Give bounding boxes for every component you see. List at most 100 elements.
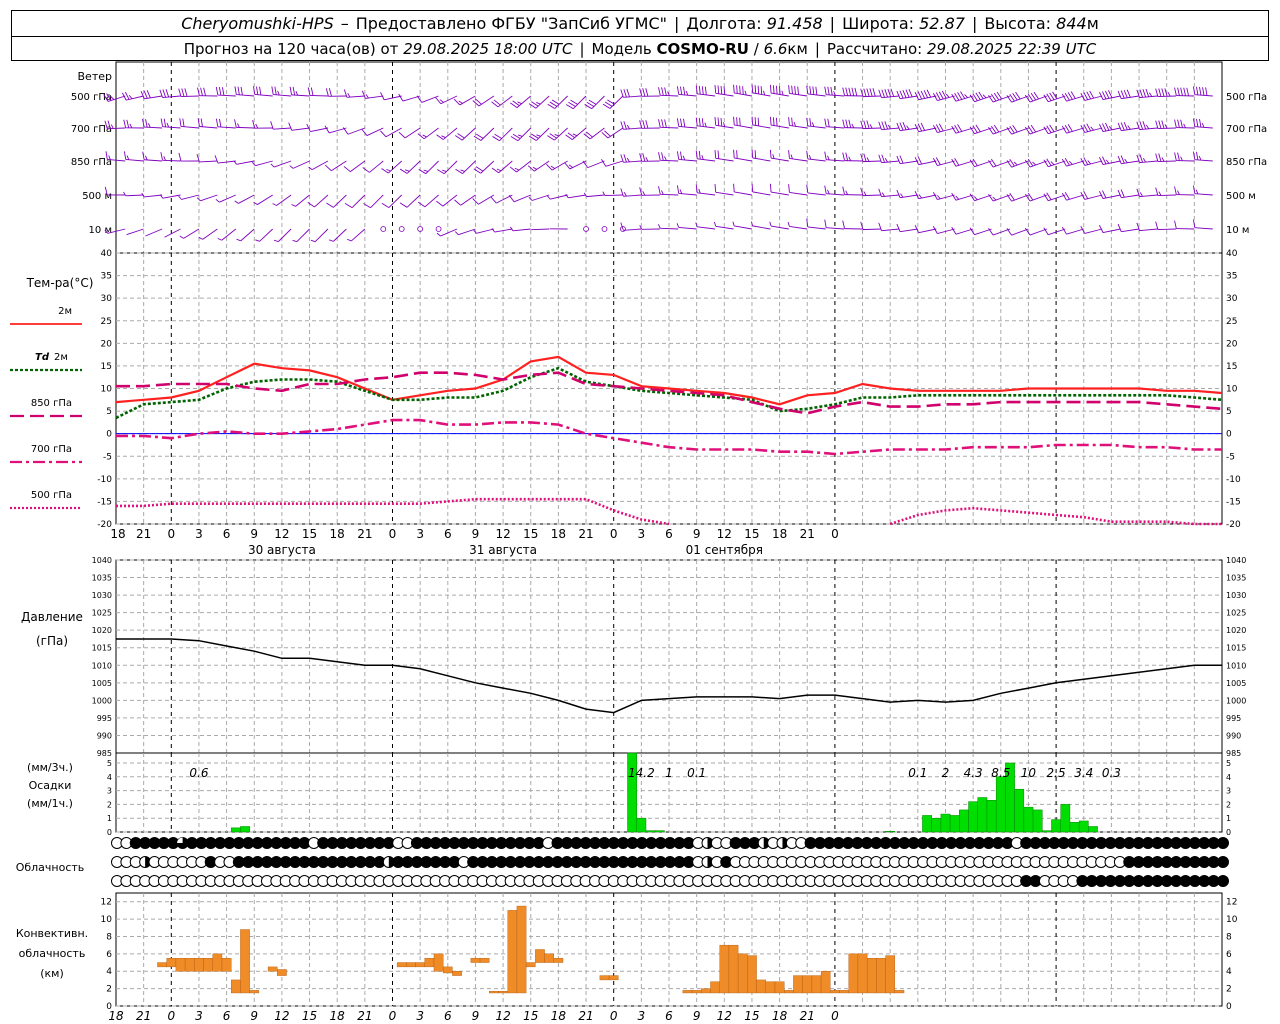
barb-shaft [881, 228, 900, 232]
wind-barb [145, 228, 163, 237]
wind-barb [291, 194, 310, 207]
pressure-ytick-left: 985 [97, 749, 112, 758]
pressure-ytick-right: 1000 [1226, 696, 1246, 705]
barb-flag [917, 91, 923, 100]
wind-barb [399, 194, 421, 208]
barb-flag [1180, 156, 1183, 161]
barb-flag [292, 239, 297, 243]
barb-flag [110, 96, 115, 100]
wind-barb [914, 89, 937, 101]
barb-flag [733, 183, 735, 192]
temp-xtick: 0 [610, 527, 618, 541]
barb-flag [1136, 154, 1140, 163]
barb-flag [881, 154, 885, 163]
wind-barb [1024, 227, 1048, 236]
barb-flag [457, 133, 465, 139]
convective-xtick: 15 [523, 1009, 538, 1023]
barb-flag [436, 232, 441, 237]
barb-flag [1117, 90, 1122, 99]
barb-shaft [770, 191, 789, 196]
wind-barb [1006, 91, 1029, 103]
barb-flag [295, 90, 299, 96]
wind-barb [436, 160, 458, 175]
barb-flag [988, 159, 994, 168]
barb-flag [197, 87, 200, 96]
series-line-t850 [116, 371, 1223, 415]
precip-bar [1069, 822, 1080, 833]
wind-barb [1061, 191, 1084, 201]
barb-flag [806, 218, 809, 228]
convective-ytick-right: 6 [1226, 950, 1232, 960]
barb-shaft [460, 194, 476, 206]
wind-level-label: 500 гПа [1226, 92, 1267, 103]
barb-flag [567, 132, 575, 139]
barb-flag [602, 103, 611, 109]
computed-time: 29.08.2025 22:39 UTC [926, 39, 1097, 58]
barb-flag [750, 221, 754, 227]
barb-flag [324, 125, 330, 134]
wind-barb [1136, 222, 1158, 232]
barb-flag [824, 118, 827, 127]
barb-flag [701, 118, 704, 127]
wind-barb [123, 151, 144, 162]
barb-flag [996, 91, 1003, 100]
barb-flag [237, 123, 240, 128]
barb-flag [416, 95, 423, 103]
wind-barb [361, 127, 384, 136]
barb-shaft [697, 226, 716, 230]
barb-flag [1009, 94, 1015, 102]
wind-barb [510, 226, 531, 232]
barb-flag [308, 166, 313, 170]
barb-flag [1033, 91, 1039, 100]
subtitle-bar: Прогноз на 120 часа(ов) от 29.08.2025 18… [11, 36, 1269, 61]
wind-barb [639, 187, 660, 196]
temp-xtick: 12 [495, 527, 510, 541]
wind-barb [307, 87, 328, 97]
barb-flag [399, 168, 408, 174]
wind-barb [932, 226, 955, 234]
wind-barb [657, 224, 679, 230]
barb-shaft [219, 194, 236, 203]
precip-bar [885, 831, 896, 833]
barb-flag [528, 103, 537, 109]
convective-bar [894, 990, 905, 994]
convective-bar [203, 957, 213, 972]
wind-barb [252, 120, 273, 129]
barb-flag [1174, 220, 1177, 229]
barb-flag [704, 86, 707, 95]
precip-bar [1014, 788, 1025, 833]
barb-flag [273, 239, 279, 243]
barb-flag [342, 127, 349, 135]
convective-bar [876, 957, 886, 994]
barb-flag [490, 196, 497, 204]
wind-barb [288, 122, 310, 131]
barb-flag [129, 123, 133, 129]
barb-flag [178, 88, 182, 97]
barb-flag [932, 226, 938, 234]
barb-flag [184, 88, 188, 97]
barb-flag [554, 134, 560, 137]
convective-bar [608, 975, 619, 981]
barb-flag [658, 186, 661, 195]
barb-flag [1024, 94, 1031, 103]
temp-ytick-right: -10 [1226, 475, 1241, 485]
barb-flag [306, 123, 311, 132]
temp-ytick-right: 10 [1226, 385, 1238, 395]
barb-flag [988, 193, 994, 202]
barb-flag [200, 118, 203, 127]
convective-bar [507, 910, 518, 994]
barb-flag [1046, 93, 1052, 101]
barb-flag [776, 117, 778, 127]
wind-barb [969, 227, 992, 236]
barb-flag [196, 197, 201, 202]
barb-flag [1177, 152, 1180, 161]
barb-flag [1064, 124, 1070, 133]
wind-barb [217, 228, 237, 241]
barb-flag [1099, 156, 1104, 165]
pressure-ytick-right: 1010 [1226, 661, 1246, 670]
barb-flag [1080, 93, 1086, 101]
barb-flag [951, 192, 957, 201]
barb-flag [863, 88, 867, 97]
barb-flag [508, 194, 515, 203]
barb-flag [1142, 89, 1147, 98]
